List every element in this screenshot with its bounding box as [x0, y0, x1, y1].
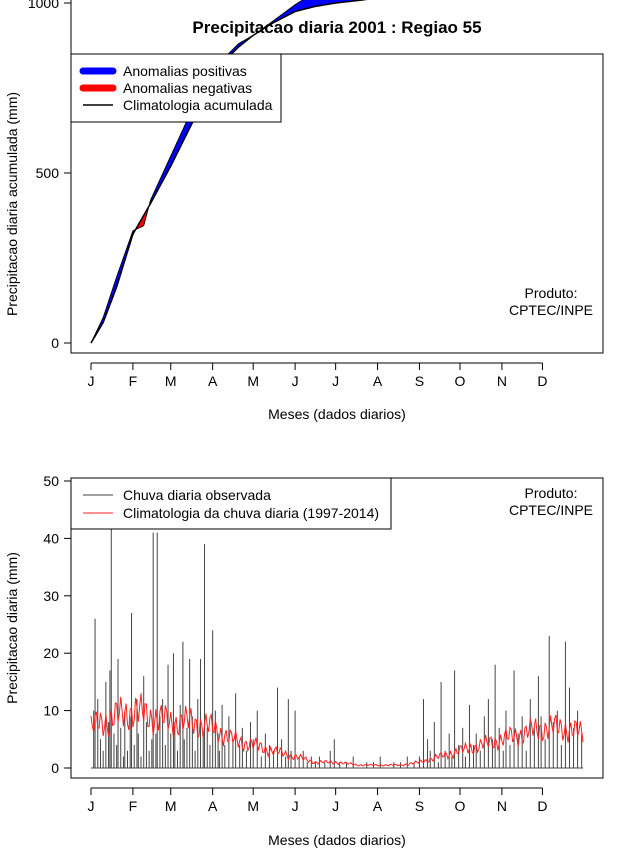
legend-label-positive: Anomalias positivas: [123, 63, 247, 79]
legend-label-negative: Anomalias negativas: [123, 80, 252, 96]
top-y-tick-label: 1000: [28, 0, 59, 11]
legend-label-climatology: Climatologia acumulada: [123, 97, 273, 113]
bottom-y-tick-label: 0: [51, 760, 59, 776]
bottom-x-tick-label: M: [247, 798, 259, 814]
bottom-legend-box: [70, 477, 392, 530]
top-climatology-line: [90, 0, 368, 344]
bottom-x-tick-label: S: [415, 798, 424, 814]
top-annotation-line1: Produto:: [525, 285, 578, 301]
legend-label-daily-climatology: Climatologia da chuva diaria (1997-2014): [123, 505, 379, 521]
top-x-tick-label: J: [88, 373, 95, 389]
top-y-tick-label: 0: [51, 335, 59, 351]
top-observed-line: [90, 0, 304, 344]
top-y-label: Precipitacao diaria acumulada (mm): [4, 92, 20, 316]
bottom-x-tick-label: M: [165, 798, 177, 814]
top-x-tick-label: A: [373, 373, 383, 389]
top-x-tick-label: F: [129, 373, 138, 389]
bottom-legend: Chuva diaria observada Climatologia da c…: [70, 477, 392, 530]
top-x-tick-label: D: [537, 373, 547, 389]
bottom-x-tick-label: D: [537, 798, 547, 814]
bottom-y-tick-label: 10: [43, 703, 59, 719]
top-x-tick-label: M: [165, 373, 177, 389]
top-annotation-line2: CPTEC/INPE: [509, 302, 593, 318]
top-y-axis: 050010001500: [28, 0, 72, 351]
top-x-tick-label: S: [415, 373, 424, 389]
bottom-x-tick-label: O: [455, 798, 466, 814]
top-anomaly-areas: [90, 0, 365, 344]
bottom-x-label: Meses (dados diarios): [268, 832, 406, 848]
bottom-y-tick-label: 50: [43, 473, 59, 489]
top-legend: Anomalias positivas Anomalias negativas …: [70, 53, 282, 123]
daily-climatology-line: [90, 693, 584, 767]
bottom-x-tick-label: J: [88, 798, 95, 814]
top-x-tick-label: A: [208, 373, 218, 389]
top-x-tick-label: O: [455, 373, 466, 389]
bottom-y-axis: 0 10 20 30 40 50: [43, 473, 72, 776]
bottom-x-tick-label: A: [208, 798, 218, 814]
bottom-annotation-line1: Produto:: [525, 485, 578, 501]
bottom-y-tick-label: 20: [43, 645, 59, 661]
bottom-x-tick-label: N: [497, 798, 507, 814]
bottom-y-label: Precipitacao diaria (mm): [4, 552, 20, 704]
top-x-tick-label: J: [292, 373, 299, 389]
bottom-annotation-line2: CPTEC/INPE: [509, 502, 593, 518]
bottom-x-tick-label: J: [332, 798, 339, 814]
bottom-x-tick-label: F: [129, 798, 138, 814]
top-y-tick-label: 500: [36, 165, 60, 181]
top-x-label: Meses (dados diarios): [268, 406, 406, 422]
top-x-tick-label: N: [497, 373, 507, 389]
top-x-tick-label: M: [247, 373, 259, 389]
legend-label-observed: Chuva diaria observada: [123, 487, 271, 503]
figure-title: Precipitacao diaria 2001 : Regiao 55: [192, 18, 481, 37]
bottom-x-tick-label: A: [373, 798, 383, 814]
bottom-y-tick-label: 40: [43, 530, 59, 546]
bottom-x-tick-label: J: [292, 798, 299, 814]
daily-chart: J F M A M J J A S O N D 0 10 20 30 40 50 Meses (dados di…: [4, 473, 604, 848]
top-x-tick-label: J: [332, 373, 339, 389]
bottom-y-tick-label: 30: [43, 588, 59, 604]
